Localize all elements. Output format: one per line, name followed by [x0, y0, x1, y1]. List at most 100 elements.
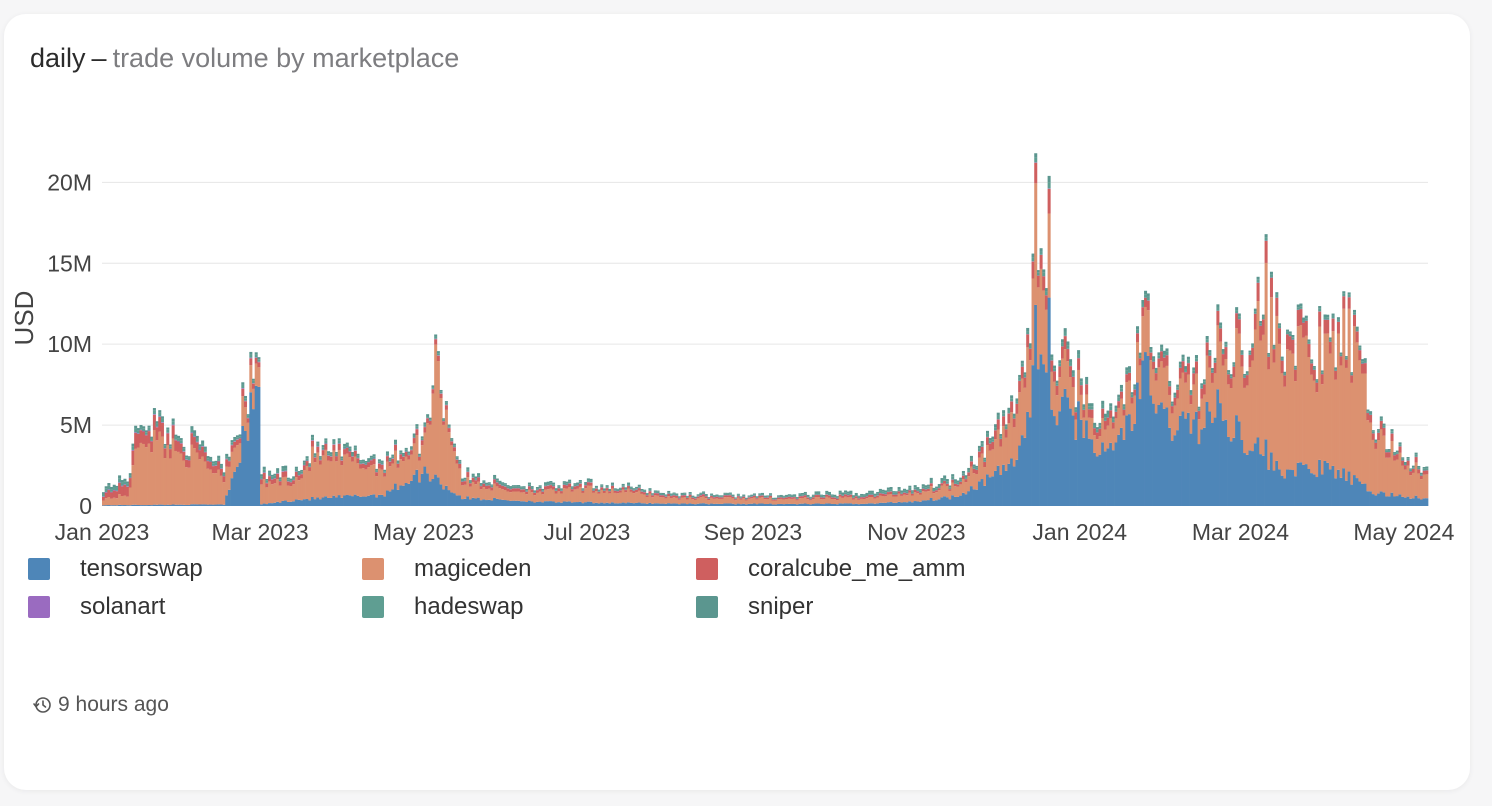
bar-coralcube_me_amm: [720, 497, 724, 499]
bar-sniper: [1248, 350, 1252, 353]
bar-magiceden: [426, 423, 430, 474]
bar-tensorswap: [755, 504, 759, 506]
bar-tensorswap: [297, 499, 301, 506]
bar-magiceden: [466, 477, 470, 497]
bar-coralcube_me_amm: [1414, 457, 1418, 463]
bar-magiceden: [1393, 460, 1397, 497]
bar-tensorswap: [643, 503, 647, 506]
bar-magiceden: [260, 484, 264, 505]
bar-solanart: [337, 443, 341, 444]
bar-sniper: [203, 446, 207, 449]
legend-item-magiceden[interactable]: magiceden: [362, 555, 531, 582]
bar-coralcube_me_amm: [1326, 319, 1330, 334]
bar-tensorswap: [889, 502, 893, 506]
bar-magiceden: [375, 476, 379, 498]
bar-sniper: [1213, 357, 1217, 361]
bar-coralcube_me_amm: [1079, 385, 1083, 395]
legend-item-coralcube_me_amm[interactable]: coralcube_me_amm: [696, 555, 965, 582]
bar-sniper: [1272, 344, 1276, 347]
bar-hadeswap: [310, 437, 314, 441]
bar-hadeswap: [383, 471, 387, 473]
bar-magiceden: [321, 455, 325, 498]
bar-magiceden: [557, 491, 561, 503]
bar-tensorswap: [1202, 427, 1207, 506]
bar-sniper: [637, 484, 641, 487]
bar-magiceden: [991, 449, 995, 477]
bar-tensorswap: [1417, 498, 1421, 506]
bar-hadeswap: [677, 497, 681, 499]
bar-magiceden: [471, 481, 475, 498]
bar-sniper: [1055, 380, 1059, 384]
bar-tensorswap: [610, 502, 614, 506]
bar-magiceden: [1248, 367, 1252, 451]
bar-coralcube_me_amm: [613, 490, 617, 493]
bar-magiceden: [865, 498, 869, 504]
bar-hadeswap: [544, 484, 548, 486]
bar-magiceden: [249, 365, 253, 393]
legend-item-solanart[interactable]: solanart: [28, 593, 165, 620]
bar-solanart: [155, 426, 159, 428]
bar-hadeswap: [318, 457, 323, 460]
legend-item-sniper[interactable]: sniper: [696, 593, 813, 620]
bar-tensorswap: [1422, 498, 1426, 506]
bar-magiceden: [1095, 439, 1099, 457]
bar-sniper: [1050, 354, 1054, 358]
bar-solanart: [107, 489, 111, 491]
bar-sniper: [1098, 422, 1102, 426]
bar-magiceden: [1326, 333, 1330, 463]
bar-hadeswap: [892, 492, 896, 495]
bar-sniper: [777, 495, 781, 497]
bar-sniper: [324, 438, 328, 441]
bar-sniper: [1176, 384, 1180, 388]
bar-magiceden: [1034, 183, 1038, 305]
bar-tensorswap: [793, 503, 797, 506]
bar-tensorswap: [222, 504, 226, 506]
bar-coralcube_me_amm: [758, 495, 762, 498]
bar-magiceden: [600, 489, 604, 503]
bar-sniper: [377, 459, 381, 462]
x-tick-label: Sep 2023: [704, 519, 802, 545]
bar-hadeswap: [147, 427, 151, 431]
bar-tensorswap: [468, 499, 473, 506]
bar-tensorswap: [1213, 417, 1217, 506]
bar-magiceden: [1288, 350, 1292, 470]
bar-magiceden: [1101, 418, 1105, 443]
bar-sniper: [447, 424, 451, 427]
bar-coralcube_me_amm: [1087, 409, 1091, 418]
bar-sniper: [474, 476, 478, 479]
bar-tensorswap: [439, 484, 443, 506]
bar-coralcube_me_amm: [375, 472, 379, 477]
bar-coralcube_me_amm: [102, 496, 106, 501]
bar-magiceden: [1018, 392, 1022, 446]
bar-sniper: [318, 456, 323, 458]
legend-item-hadeswap[interactable]: hadeswap: [362, 593, 523, 620]
bar-sniper: [1186, 356, 1190, 360]
bar-hadeswap: [485, 484, 489, 486]
bar-magiceden: [852, 499, 856, 505]
bar-tensorswap: [396, 489, 400, 506]
bar-hadeswap: [136, 430, 140, 434]
bar-sniper: [490, 484, 494, 486]
legend-item-tensorswap[interactable]: tensorswap: [28, 555, 203, 582]
bar-coralcube_me_amm: [495, 482, 499, 487]
bar-magiceden: [659, 497, 663, 504]
bar-sniper: [235, 435, 239, 438]
bar-coralcube_me_amm: [249, 358, 253, 366]
bar-hadeswap: [525, 490, 529, 492]
bar-tensorswap: [774, 504, 778, 506]
bar-hadeswap: [452, 445, 456, 447]
bar-sniper: [1229, 374, 1233, 377]
bar-magiceden: [198, 459, 202, 505]
bar-hadeswap: [597, 490, 601, 492]
bar-tensorswap: [961, 492, 965, 506]
bar-sniper: [902, 488, 906, 491]
bar-magiceden: [1168, 394, 1172, 428]
bar-magiceden: [415, 435, 419, 470]
bar-tensorswap: [227, 489, 231, 506]
bar-solanart: [110, 491, 114, 493]
bar-hadeswap: [289, 480, 293, 482]
bar-coralcube_me_amm: [1111, 422, 1115, 429]
bar-magiceden: [900, 495, 904, 503]
bar-hadeswap: [230, 442, 234, 445]
bar-hadeswap: [190, 428, 194, 433]
